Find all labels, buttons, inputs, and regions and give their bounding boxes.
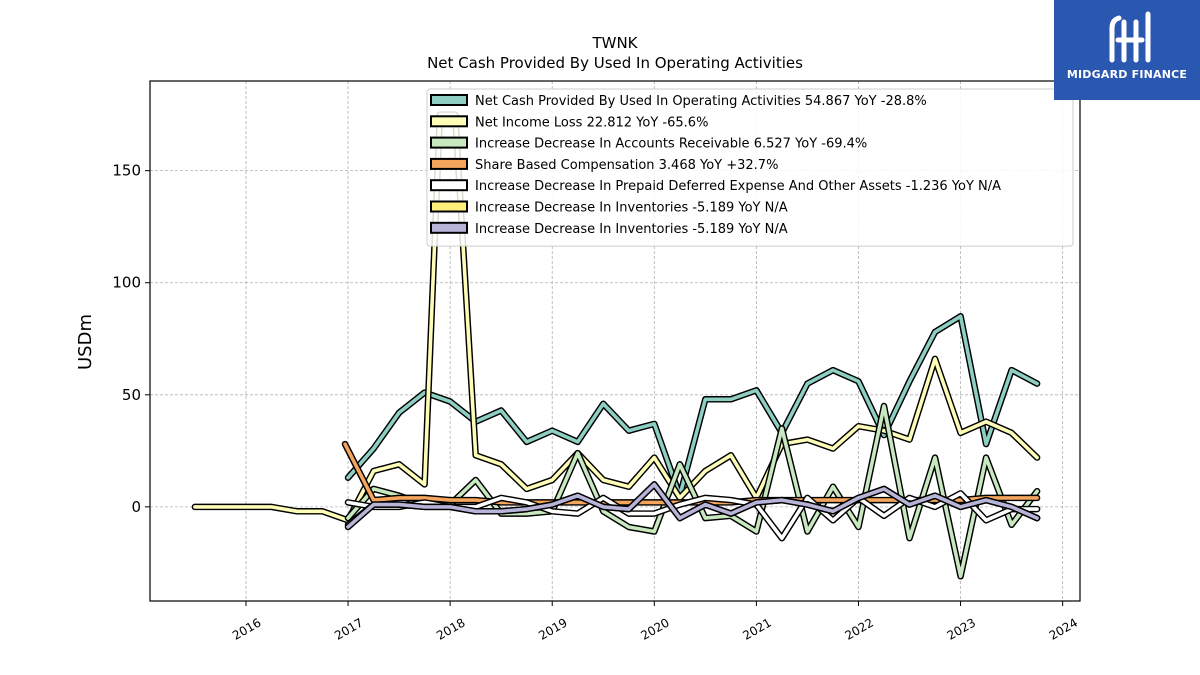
- legend-swatch: [430, 200, 468, 213]
- series-line-2: [346, 404, 1039, 579]
- series-lines: [191, 111, 1041, 580]
- legend-label: Increase Decrease In Inventories -5.189 …: [475, 222, 788, 237]
- y-tick-label: 150: [112, 162, 141, 180]
- legend-swatch: [430, 94, 468, 106]
- legend-label: Increase Decrease In Inventories -5.189 …: [475, 201, 788, 216]
- brand-logo: MIDGARD FINANCE: [1054, 0, 1200, 100]
- x-tick-label: 2022: [843, 615, 876, 642]
- chart-subtitle: Net Cash Provided By Used In Operating A…: [427, 54, 803, 72]
- legend: Net Cash Provided By Used In Operating A…: [426, 88, 1074, 247]
- legend-swatch: [430, 157, 468, 170]
- x-tick-label: 2019: [536, 615, 569, 642]
- chart-title: TWNK: [591, 34, 638, 52]
- legend-swatch: [430, 221, 468, 234]
- y-tick-label: 50: [122, 386, 141, 404]
- x-tick-label: 2024: [1047, 615, 1080, 642]
- series-line-0: [346, 314, 1039, 498]
- series-line-6: [346, 482, 1039, 529]
- plot-frame: [149, 80, 1081, 602]
- x-tick-label: 2016: [230, 615, 263, 642]
- y-axis-label: USDm: [75, 314, 96, 370]
- x-tick-label: 2018: [434, 615, 467, 642]
- legend-swatch: [430, 179, 468, 192]
- y-tick-label: 0: [131, 498, 141, 516]
- legend-box: [426, 88, 1074, 247]
- y-tick-label: 100: [112, 274, 141, 292]
- legend-swatch: [430, 136, 468, 149]
- x-tick-label: 2023: [945, 615, 978, 642]
- x-tick-label: 2020: [638, 615, 671, 642]
- x-tick-label: 2021: [740, 615, 773, 642]
- legend-label: Increase Decrease In Accounts Receivable…: [475, 137, 867, 152]
- legend-label: Increase Decrease In Prepaid Deferred Ex…: [475, 179, 1001, 194]
- legend-label: Net Income Loss 22.812 YoY -65.6%: [475, 115, 708, 130]
- legend-swatch: [430, 115, 468, 128]
- logo-text: MIDGARD FINANCE: [1066, 68, 1188, 81]
- x-tick-label: 2017: [332, 615, 365, 642]
- legend-label: Net Cash Provided By Used In Operating A…: [475, 94, 927, 109]
- logo-mark-icon: [1109, 11, 1151, 63]
- legend-label: Share Based Compensation 3.468 YoY +32.7…: [475, 158, 778, 173]
